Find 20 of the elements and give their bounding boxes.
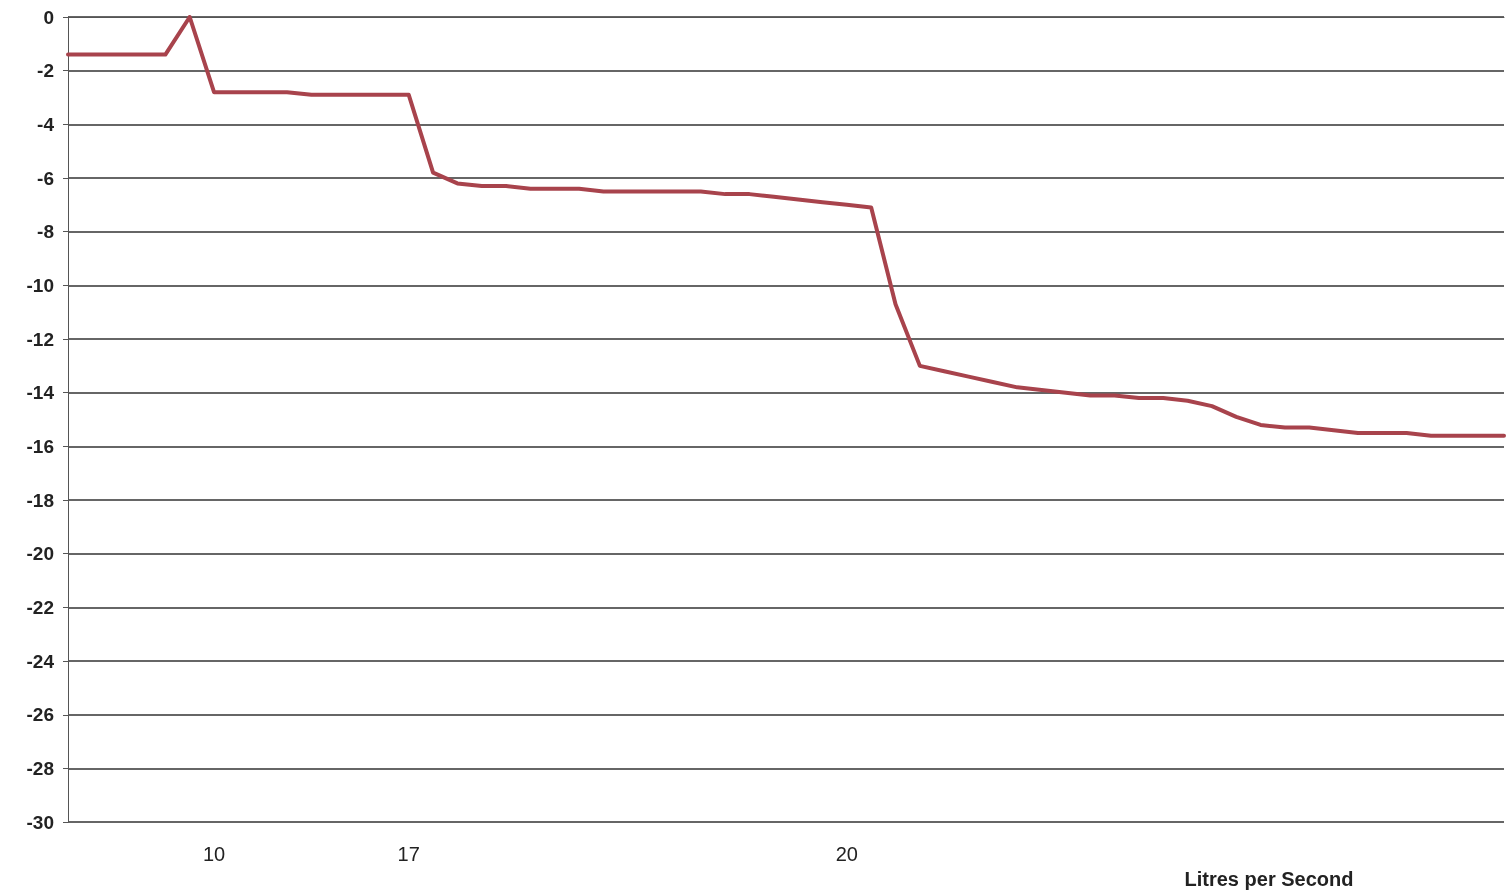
y-tick-label: -30 (26, 811, 54, 833)
y-tick-label: -4 (37, 113, 55, 135)
y-tick-label: -24 (26, 650, 55, 672)
x-tick-label: 20 (835, 843, 858, 866)
y-tick-label: -2 (37, 60, 54, 82)
y-tick-label: -10 (26, 274, 54, 296)
y-tick-label: -8 (37, 221, 54, 243)
y-tick-label: -6 (37, 167, 54, 189)
y-tick-label: -18 (26, 489, 54, 511)
x-axis-title: Litres per Second (1184, 868, 1354, 890)
y-tick-label: -14 (26, 382, 55, 404)
y-tick-label: -28 (26, 757, 54, 779)
x-tick-label: 17 (397, 843, 420, 866)
y-tick-label: 0 (43, 6, 54, 28)
y-tick-label: -22 (26, 596, 54, 618)
y-tick-label: -26 (26, 704, 54, 726)
y-tick-label: -16 (26, 435, 54, 457)
x-tick-label: 10 (202, 843, 226, 866)
y-tick-label: -20 (26, 543, 54, 565)
y-tick-label: -12 (26, 328, 54, 350)
